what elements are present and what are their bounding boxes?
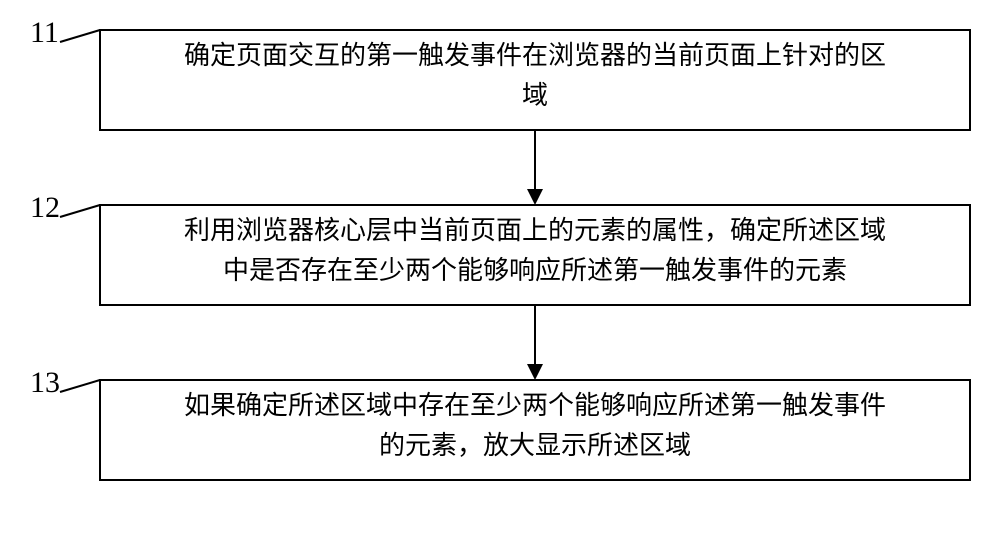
step-text-13-line0: 如果确定所述区域中存在至少两个能够响应所述第一触发事件 — [184, 391, 886, 420]
step-label-11: 11 — [30, 16, 59, 49]
step-text-12-line0: 利用浏览器核心层中当前页面上的元素的属性，确定所述区域 — [184, 216, 886, 245]
step-label-12: 12 — [30, 191, 60, 224]
step-text-11-line1: 域 — [522, 81, 548, 110]
step-text-13-line1: 的元素，放大显示所述区域 — [379, 431, 691, 460]
step-text-11-line0: 确定页面交互的第一触发事件在浏览器的当前页面上针对的区 — [184, 41, 886, 70]
step-label-13: 13 — [30, 366, 60, 399]
flowchart: 11 确定页面交互的第一触发事件在浏览器的当前页面上针对的区域 12 利用浏览器核心层… — [0, 0, 1000, 556]
step-text-12-line1: 中是否存在至少两个能够响应所述第一触发事件的元素 — [223, 256, 847, 285]
